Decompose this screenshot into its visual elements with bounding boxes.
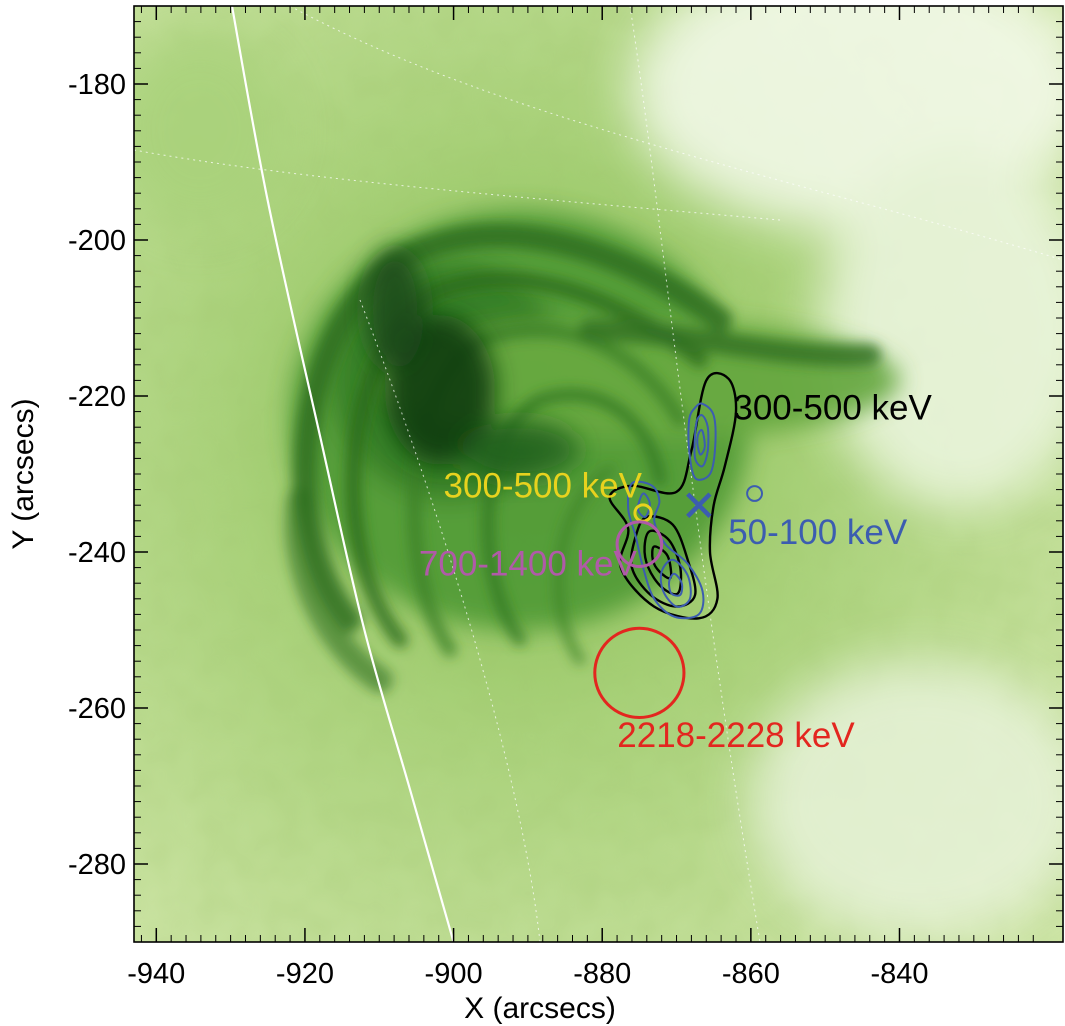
y-tick-label: -180	[68, 69, 126, 101]
source-circle-2	[615, 520, 664, 568]
y-axis-label: Y (arcsecs)	[7, 398, 40, 549]
x-axis-label: X (arcsecs)	[464, 992, 616, 1025]
contour-black-level-1	[608, 371, 738, 620]
energy-label-3: 50-100 keV	[728, 513, 908, 552]
y-axis-ticks: -180 -200 -220 -240 -260 -280	[68, 5, 1063, 943]
contour-blue-level-3	[696, 429, 706, 456]
y-tick-label: -280	[68, 849, 126, 881]
energy-label-5: 2218-2228 keV	[617, 716, 855, 755]
contour-blue-level-4	[626, 480, 705, 620]
contour-blue-level-6	[659, 558, 692, 608]
contour-blue-level-2	[693, 414, 710, 468]
x-tick-label: -900	[425, 958, 483, 990]
energy-labels: 300-500 keV 300-500 keV 50-100 keV 700-1400…	[419, 388, 933, 755]
source-cross-marker	[686, 492, 712, 518]
y-tick-label: -260	[68, 693, 126, 725]
background-image	[134, 6, 1063, 942]
x-tick-label: -920	[276, 958, 334, 990]
source-circle-3	[593, 626, 686, 719]
y-tick-label: -220	[68, 381, 126, 413]
limb-curve	[230, 6, 455, 942]
x-axis-ticks: -940 -920 -900 -880 -860 -840	[127, 6, 1064, 990]
contour-blue-level-1	[687, 402, 717, 481]
source-circle-5	[746, 485, 764, 502]
contour-blue-level-7	[667, 572, 684, 597]
y-tick-label: -200	[68, 225, 126, 257]
solar-limb	[230, 6, 455, 942]
y-tick-label: -240	[68, 537, 126, 569]
x-tick-label: -860	[722, 958, 780, 990]
x-tick-label: -880	[573, 958, 631, 990]
x-tick-label: -940	[127, 958, 185, 990]
energy-label-4: 700-1400 keV	[419, 544, 638, 583]
energy-label-2: 300-500 keV	[444, 466, 643, 505]
contour-black-level-4	[651, 545, 673, 580]
x-tick-label: -840	[870, 958, 928, 990]
source-markers	[593, 485, 764, 719]
contour-blue-level-5	[636, 492, 651, 518]
energy-label-1: 300-500 keV	[733, 388, 932, 427]
contour-overlays	[608, 371, 738, 620]
